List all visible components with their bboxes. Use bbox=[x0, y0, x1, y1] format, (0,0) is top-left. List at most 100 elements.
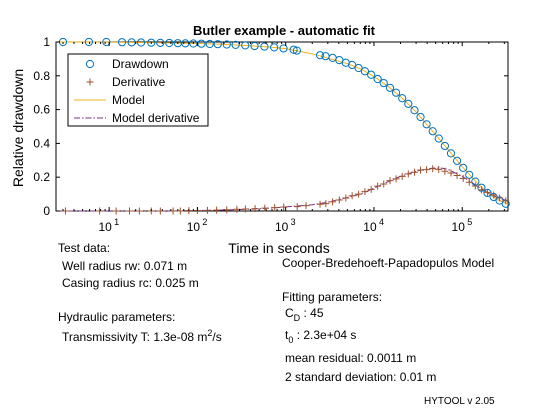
drawdown-marker bbox=[102, 37, 111, 47]
transmissivity-unit: /s bbox=[212, 330, 222, 344]
derivative-marker bbox=[361, 188, 369, 196]
y-tick-label: 1 bbox=[43, 35, 50, 49]
drawdown-marker bbox=[398, 94, 407, 103]
model-derivative-line bbox=[56, 167, 509, 212]
derivative-marker bbox=[203, 206, 211, 214]
derivative-marker bbox=[435, 165, 443, 173]
drawdown-marker bbox=[136, 38, 146, 47]
y-tick-label: 0.4 bbox=[33, 136, 50, 150]
t0-subscript: 0 bbox=[288, 335, 294, 345]
x-tick-label-exponent: 1 bbox=[114, 217, 119, 227]
x-tick-label: 10 bbox=[452, 220, 466, 234]
drawdown-marker bbox=[289, 45, 298, 54]
model-line bbox=[55, 41, 509, 205]
derivative-marker bbox=[251, 205, 259, 213]
fitting-parameters-heading: Fitting parameters: bbox=[282, 290, 383, 304]
derivative-marker bbox=[398, 172, 406, 180]
derivative-marker bbox=[271, 204, 279, 212]
drawdown-marker bbox=[422, 120, 431, 129]
drawdown-marker bbox=[213, 40, 222, 49]
derivative-marker bbox=[490, 191, 498, 199]
drawdown-marker bbox=[385, 83, 395, 92]
x-tick-label: 10 bbox=[98, 220, 112, 234]
mean-residual-text: mean residual: 0.0011 m bbox=[285, 351, 417, 365]
derivative-marker bbox=[374, 182, 382, 190]
derivative-marker bbox=[125, 207, 133, 215]
drawdown-marker bbox=[292, 46, 302, 55]
drawdown-marker bbox=[391, 88, 401, 97]
derivative-marker bbox=[465, 178, 473, 186]
cd-value: : 45 bbox=[300, 306, 324, 320]
derivative-marker bbox=[447, 169, 455, 177]
t0-parameter: t0 : 2.3e+04 s bbox=[285, 328, 357, 345]
drawdown-marker bbox=[416, 112, 425, 122]
drawdown-marker bbox=[260, 42, 269, 51]
t0-value: : 2.3e+04 s bbox=[293, 328, 357, 342]
chart-title: Butler example - automatic fit bbox=[193, 23, 376, 38]
drawdown-marker bbox=[465, 170, 474, 179]
hydraulic-parameters-heading: Hydraulic parameters: bbox=[58, 310, 176, 324]
drawdown-marker bbox=[404, 99, 413, 108]
drawdown-marker bbox=[165, 38, 174, 48]
derivative-marker bbox=[386, 177, 394, 185]
cd-subscript: D bbox=[293, 313, 301, 323]
derivative-marker bbox=[348, 192, 356, 200]
x-tick-label-exponent: 2 bbox=[202, 217, 207, 227]
derivative-marker bbox=[302, 202, 310, 210]
derivative-marker bbox=[483, 188, 491, 196]
y-tick-label: 0.2 bbox=[33, 170, 50, 184]
version-label: HYTOOL v 2.05 bbox=[424, 396, 495, 407]
derivative-marker bbox=[293, 203, 301, 211]
drawdown-marker bbox=[379, 78, 388, 88]
drawdown-marker bbox=[367, 70, 376, 79]
y-tick-label: 0.6 bbox=[33, 103, 50, 117]
well-radius-text: Well radius rw: 0.071 m bbox=[62, 259, 188, 273]
drawdown-marker bbox=[440, 141, 449, 151]
drawdown-marker bbox=[428, 127, 437, 136]
y-tick-label: 0 bbox=[43, 204, 50, 218]
derivative-marker bbox=[429, 165, 437, 173]
derivative-marker bbox=[329, 198, 337, 206]
derivative-marker bbox=[316, 200, 324, 208]
drawdown-marker bbox=[117, 38, 127, 47]
y-axis-label: Relative drawdown bbox=[10, 69, 26, 187]
derivative-marker bbox=[423, 166, 431, 174]
drawdown-marker bbox=[315, 51, 325, 60]
derivative-marker bbox=[380, 180, 388, 188]
model-name: Cooper-Bredehoeft-Papadopulos Model bbox=[282, 256, 495, 270]
derivative-marker bbox=[453, 172, 461, 180]
derivative-marker bbox=[322, 200, 330, 208]
drawdown-marker bbox=[360, 67, 370, 76]
drawdown-marker bbox=[231, 40, 240, 49]
two-std-text: 2 standard deviation: 0.01 m bbox=[285, 370, 437, 384]
drawdown-marker bbox=[348, 60, 357, 70]
derivative-marker bbox=[404, 170, 412, 178]
derivative-marker bbox=[459, 175, 467, 183]
derivative-marker bbox=[213, 206, 221, 214]
legend-drawdown-symbol bbox=[85, 59, 95, 69]
x-axis-label: Time in seconds bbox=[228, 240, 329, 256]
drawdown-marker bbox=[373, 74, 382, 84]
derivative-marker bbox=[342, 194, 350, 202]
derivative-marker bbox=[112, 207, 120, 215]
derivative-marker bbox=[367, 185, 375, 193]
x-tick-label: 10 bbox=[275, 220, 289, 234]
legend-model-derivative-label: Model derivative bbox=[112, 111, 200, 125]
derivative-marker bbox=[411, 168, 419, 176]
x-tick-label-exponent: 3 bbox=[291, 217, 296, 227]
transmissivity-text: Transmissivity T: 1.3e-08 m2/s bbox=[62, 328, 222, 345]
drawdown-marker bbox=[205, 39, 214, 49]
derivative-marker bbox=[280, 203, 288, 211]
derivative-marker bbox=[96, 207, 104, 215]
transmissivity-value: Transmissivity T: 1.3e-08 m bbox=[62, 330, 208, 344]
cd-parameter: CD : 45 bbox=[285, 306, 324, 323]
drawdown-marker bbox=[84, 37, 94, 47]
derivative-marker bbox=[335, 196, 343, 204]
drawdown-marker bbox=[147, 38, 156, 47]
transmissivity-exponent: 2 bbox=[207, 328, 213, 338]
drawdown-marker bbox=[452, 156, 462, 165]
test-data-heading: Test data: bbox=[58, 241, 111, 255]
x-tick-label: 10 bbox=[363, 220, 377, 234]
legend-box bbox=[67, 53, 209, 127]
